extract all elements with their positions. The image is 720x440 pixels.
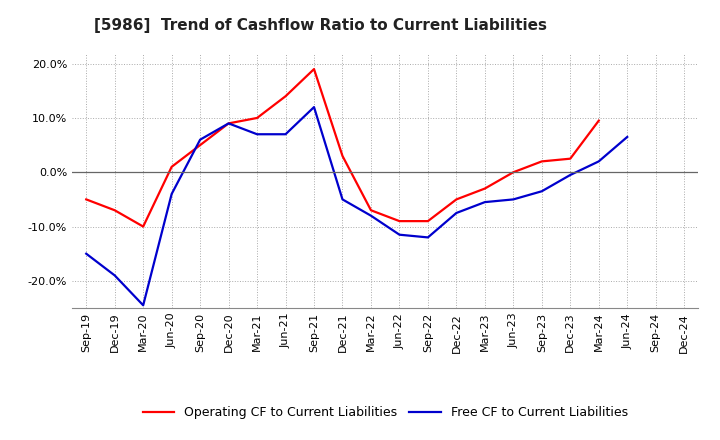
Operating CF to Current Liabilities <box>225 121 233 126</box>
Operating CF to Current Liabilities <box>110 208 119 213</box>
Operating CF to Current Liabilities <box>595 118 603 123</box>
Free CF to Current Liabilities <box>423 235 432 240</box>
Free CF to Current Liabilities <box>452 210 461 216</box>
Operating CF to Current Liabilities <box>82 197 91 202</box>
Operating CF to Current Liabilities <box>566 156 575 161</box>
Line: Operating CF to Current Liabilities: Operating CF to Current Liabilities <box>86 69 599 227</box>
Operating CF to Current Liabilities <box>196 143 204 148</box>
Free CF to Current Liabilities <box>253 132 261 137</box>
Free CF to Current Liabilities <box>509 197 518 202</box>
Operating CF to Current Liabilities <box>139 224 148 229</box>
Operating CF to Current Liabilities <box>509 169 518 175</box>
Operating CF to Current Liabilities <box>338 153 347 158</box>
Free CF to Current Liabilities <box>338 197 347 202</box>
Free CF to Current Liabilities <box>480 199 489 205</box>
Free CF to Current Liabilities <box>310 104 318 110</box>
Operating CF to Current Liabilities <box>395 219 404 224</box>
Operating CF to Current Liabilities <box>452 197 461 202</box>
Operating CF to Current Liabilities <box>253 115 261 121</box>
Free CF to Current Liabilities <box>566 172 575 178</box>
Operating CF to Current Liabilities <box>423 219 432 224</box>
Free CF to Current Liabilities <box>537 189 546 194</box>
Free CF to Current Liabilities <box>282 132 290 137</box>
Operating CF to Current Liabilities <box>310 66 318 72</box>
Free CF to Current Liabilities <box>366 213 375 218</box>
Text: [5986]  Trend of Cashflow Ratio to Current Liabilities: [5986] Trend of Cashflow Ratio to Curren… <box>94 18 546 33</box>
Operating CF to Current Liabilities <box>480 186 489 191</box>
Free CF to Current Liabilities <box>110 273 119 278</box>
Free CF to Current Liabilities <box>225 121 233 126</box>
Operating CF to Current Liabilities <box>167 164 176 169</box>
Operating CF to Current Liabilities <box>282 94 290 99</box>
Free CF to Current Liabilities <box>623 134 631 139</box>
Operating CF to Current Liabilities <box>366 208 375 213</box>
Free CF to Current Liabilities <box>139 303 148 308</box>
Line: Free CF to Current Liabilities: Free CF to Current Liabilities <box>86 107 627 305</box>
Free CF to Current Liabilities <box>395 232 404 237</box>
Legend: Operating CF to Current Liabilities, Free CF to Current Liabilities: Operating CF to Current Liabilities, Fre… <box>138 401 633 424</box>
Operating CF to Current Liabilities <box>537 159 546 164</box>
Free CF to Current Liabilities <box>196 137 204 142</box>
Free CF to Current Liabilities <box>82 251 91 257</box>
Free CF to Current Liabilities <box>167 191 176 197</box>
Free CF to Current Liabilities <box>595 159 603 164</box>
